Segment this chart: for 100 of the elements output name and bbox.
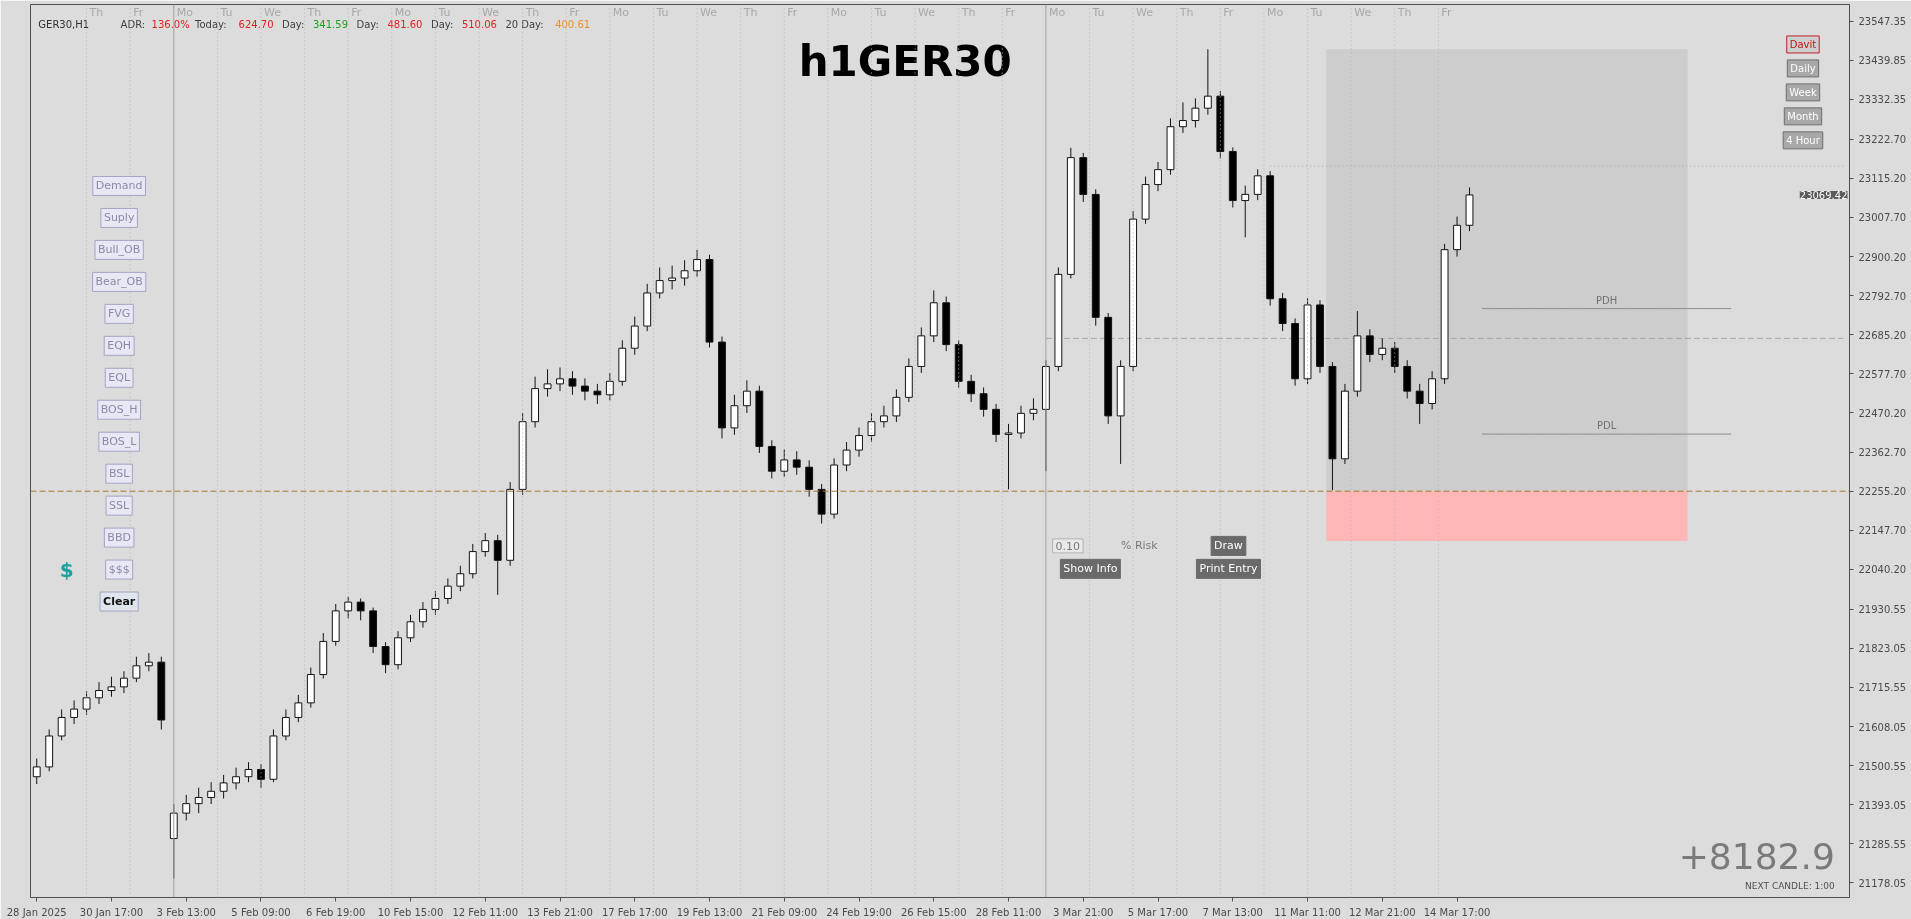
- y-tick-label: 22147.70: [1858, 525, 1907, 537]
- candlestick: [805, 459, 814, 498]
- candlestick: [493, 534, 502, 596]
- candlestick: [219, 774, 228, 800]
- candlestick: [593, 383, 602, 405]
- candlestick: [556, 367, 564, 392]
- candlestick: [107, 676, 116, 698]
- annotation: Day:: [356, 18, 379, 30]
- series-label: PDL: [1596, 420, 1617, 432]
- candlestick: [568, 370, 577, 396]
- y-tick-label: 23115.20: [1858, 173, 1907, 185]
- candlestick: [668, 265, 677, 290]
- y-tick-label: 22900.20: [1858, 251, 1907, 263]
- y-tick-label: 23007.70: [1858, 212, 1907, 224]
- annotation: BOS_L: [101, 435, 138, 449]
- y-tick-label: 22792.70: [1858, 290, 1907, 302]
- x-tick-label: 12 Feb 11:00: [452, 906, 519, 918]
- candlestick: [1241, 185, 1250, 238]
- annotation: BBD: [107, 531, 131, 545]
- candlestick: [182, 794, 191, 821]
- x-tick-label: 3 Feb 13:00: [156, 906, 216, 918]
- candlestick: [207, 781, 216, 805]
- y-tick-label: 23222.70: [1858, 134, 1907, 146]
- candlestick: [1378, 337, 1387, 361]
- candlestick: [1179, 101, 1187, 134]
- candlestick: [842, 441, 851, 472]
- candlestick: [356, 598, 365, 621]
- candlestick: [70, 699, 79, 725]
- annotation: % Risk: [1120, 539, 1159, 553]
- candlestick: [655, 266, 664, 299]
- x-tick-label: 19 Feb 13:00: [676, 906, 743, 918]
- annotation: 400.61: [555, 19, 591, 31]
- x-tick-label: 30 Jan 17:00: [79, 906, 144, 918]
- annotation: EQH: [107, 339, 132, 353]
- candlestick: [281, 708, 290, 741]
- candlestick: [855, 427, 863, 458]
- y-tick-label: 21823.05: [1858, 643, 1907, 655]
- candlestick: [630, 316, 639, 356]
- annotation: $$$: [108, 563, 130, 577]
- annotation: 136.0%: [151, 18, 190, 30]
- candlestick: [32, 758, 41, 785]
- candlestick: [57, 708, 66, 741]
- text: GER30,H1: [38, 18, 90, 30]
- y-tick-label: 21393.05: [1858, 799, 1907, 811]
- y-tick-label: 22685.20: [1858, 329, 1907, 341]
- y-tick-label: 21178.05: [1858, 877, 1907, 889]
- annotation: +8182.9: [1678, 835, 1835, 877]
- annotation: Day:: [282, 18, 305, 30]
- annotation: Davit: [1789, 38, 1817, 50]
- annotation: 481.60: [387, 19, 423, 31]
- candlestick: [680, 259, 689, 287]
- y-tick-label: 21930.55: [1858, 604, 1907, 616]
- annotation: NEXT CANDLE: 1:00: [1745, 880, 1836, 891]
- x-tick-label: 17 Feb 17:00: [601, 906, 668, 918]
- candlestick: [780, 448, 789, 478]
- x-tick-label: 11 Mar 11:00: [1274, 906, 1341, 918]
- x-tick-label: 5 Mar 17:00: [1127, 906, 1189, 918]
- y-tick-label: 22255.20: [1858, 486, 1907, 498]
- candlestick: [1004, 423, 1013, 490]
- y-tick-label: 23547.35: [1858, 16, 1907, 28]
- series-label: PDH: [1595, 294, 1618, 306]
- candlestick: [406, 614, 415, 643]
- candlestick: [468, 543, 477, 579]
- x-tick-label: 13 Feb 21:00: [527, 906, 593, 918]
- annotation: 4 Hour: [1786, 134, 1821, 146]
- candlestick: [1029, 397, 1038, 421]
- candlestick: [344, 596, 353, 620]
- x-tick-label: 24 Feb 19:00: [826, 906, 892, 918]
- annotation: Show Info: [1063, 562, 1118, 576]
- text: h1GER30: [798, 36, 1012, 86]
- candlestick: [892, 388, 901, 423]
- annotation: Today:: [194, 18, 227, 30]
- y-tick-label: 22362.70: [1858, 447, 1907, 459]
- candlestick: [1203, 48, 1212, 116]
- candlestick: [381, 641, 390, 674]
- y-tick-label: 21715.55: [1858, 682, 1907, 694]
- candlestick: [605, 372, 614, 401]
- candlestick: [693, 249, 701, 278]
- annotation: 0.10: [1055, 539, 1081, 553]
- x-tick-label: 28 Feb 11:00: [975, 906, 1042, 918]
- candlestick: [120, 670, 128, 694]
- annotation: Week: [1789, 86, 1817, 98]
- annotation: Demand: [95, 179, 143, 193]
- candlestick: [1191, 97, 1200, 128]
- annotation: Clear: [103, 595, 136, 609]
- y-tick-label: 22470.20: [1858, 407, 1907, 419]
- y-tick-label: 21500.55: [1858, 760, 1907, 772]
- annotation: Draw: [1214, 539, 1243, 553]
- candlestick: [294, 694, 303, 723]
- candlestick: [1017, 405, 1025, 439]
- x-tick-label: 12 Mar 21:00: [1348, 906, 1416, 918]
- annotation: FVG: [107, 307, 131, 321]
- annotation: 23069.42: [1799, 189, 1848, 201]
- y-tick-label: 22577.70: [1858, 368, 1907, 380]
- candlestick: [431, 590, 440, 616]
- annotation: Day:: [430, 18, 454, 30]
- annotation: ADR:: [120, 18, 146, 30]
- candlestick: [456, 565, 465, 592]
- candlestick: [1253, 168, 1262, 201]
- candlestick: [880, 405, 888, 429]
